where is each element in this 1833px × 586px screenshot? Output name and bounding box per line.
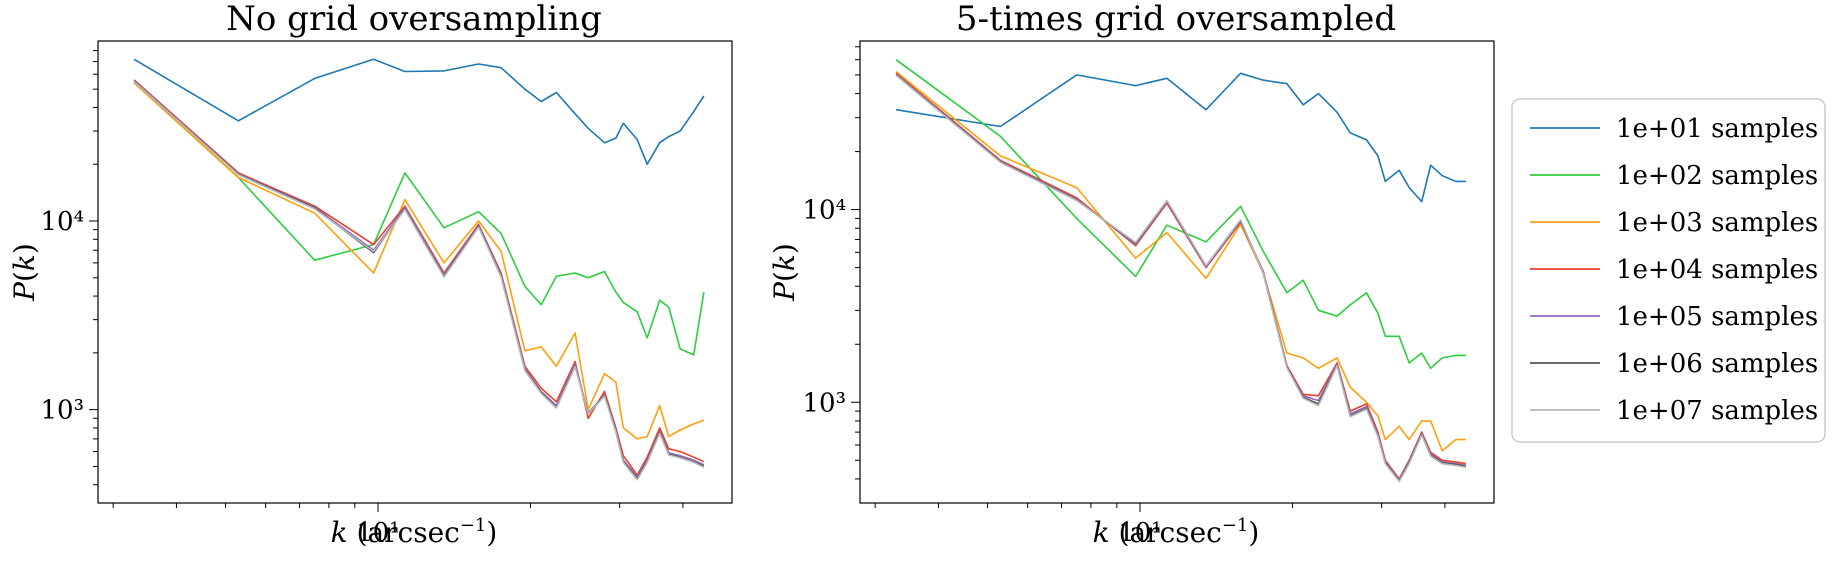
y-axis-label: P(k): [8, 243, 41, 302]
plot-lines: [895, 59, 1467, 483]
legend-label: 1e+06 samples: [1616, 349, 1818, 379]
chart-panel-no-oversampling: No grid oversampling 10¹ 10³ 10⁴ k (arcsec…: [8, 0, 733, 549]
series-line-1e-02-samples: [133, 82, 705, 356]
legend-label: 1e+04 samples: [1616, 255, 1818, 285]
legend-label: 1e+05 samples: [1616, 302, 1818, 332]
series-line-1e-02-samples: [895, 59, 1466, 370]
series-line-1e-03-samples: [895, 70, 1466, 452]
x-tick-label: 10¹: [356, 518, 400, 548]
legend-label: 1e+07 samples: [1616, 396, 1818, 426]
x-axis-label: k (arcsec−1): [331, 515, 498, 549]
series-line-1e-06-samples: [895, 74, 1467, 482]
series-line-1e-01-samples: [895, 72, 1466, 203]
series-line-1e-04-samples: [895, 72, 1467, 480]
y-tick-label: 10⁴: [40, 207, 84, 237]
legend-items: 1e+01 samples 1e+02 samples 1e+03 samples 1…: [1530, 114, 1818, 426]
series-line-1e-04-samples: [133, 79, 705, 476]
series-line-1e-07-samples: [895, 74, 1467, 483]
legend-label: 1e+03 samples: [1616, 208, 1818, 238]
y-axis-label: P(k): [768, 243, 801, 302]
series-line-1e-05-samples: [133, 80, 705, 478]
y-tick-label: 10⁴: [802, 196, 846, 226]
plot-frame: [859, 40, 1495, 504]
series-line-1e-05-samples: [895, 73, 1467, 481]
legend-label: 1e+01 samples: [1616, 114, 1818, 144]
plot-frame: [97, 40, 733, 504]
axis-ticks: 10¹ 10³ 10⁴: [40, 50, 684, 548]
series-line-1e-06-samples: [133, 80, 705, 480]
chart-panel-5x-oversampled: 5-times grid oversampled 10¹ 10³ 10⁴ k (ar…: [768, 0, 1495, 549]
series-line-1e-07-samples: [133, 81, 705, 481]
legend-frame: [1511, 98, 1826, 443]
series-line-1e-01-samples: [133, 58, 705, 165]
legend-label: 1e+02 samples: [1616, 161, 1818, 191]
x-axis-label: k (arcsec−1): [1093, 515, 1260, 549]
chart-title: 5-times grid oversampled: [956, 0, 1396, 39]
y-tick-label: 10³: [802, 388, 846, 418]
axis-ticks: 10¹ 10³ 10⁴: [802, 46, 1446, 548]
legend: 1e+01 samples 1e+02 samples 1e+03 samples 1…: [1511, 98, 1826, 443]
chart-title: No grid oversampling: [226, 0, 602, 39]
plot-lines: [133, 58, 705, 481]
x-tick-label: 10¹: [1118, 518, 1162, 548]
y-tick-label: 10³: [40, 396, 84, 426]
series-line-1e-03-samples: [133, 82, 705, 440]
